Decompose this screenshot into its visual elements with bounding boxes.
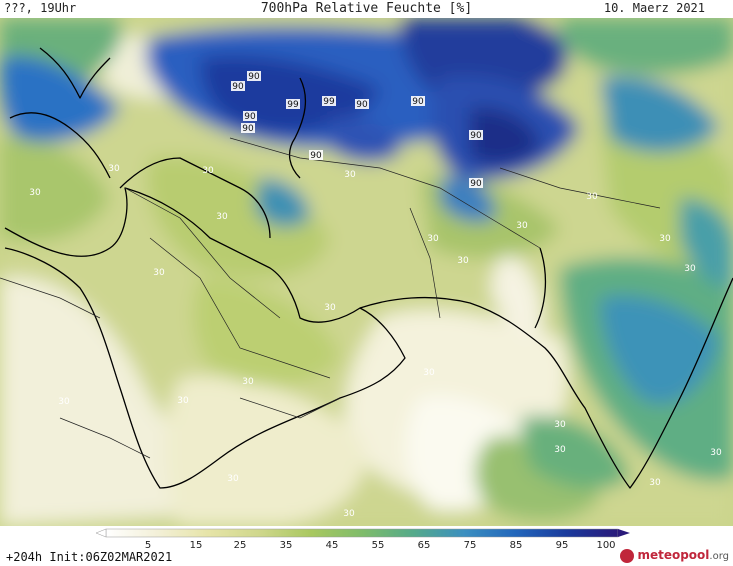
contour-label: 90: [244, 112, 256, 122]
contour-label: 90: [248, 72, 260, 82]
contour-label: 30: [108, 164, 120, 174]
colorbar-tick-label: 5: [144, 540, 152, 551]
contour-label-bg: [286, 99, 300, 109]
contour-label: 30: [242, 377, 254, 387]
country-borders: [0, 137, 661, 459]
contour-label: 30: [216, 212, 228, 222]
contour-label: 90: [242, 124, 254, 134]
meteopool-logo[interactable]: meteopool.org: [620, 548, 729, 563]
contour-label: 30: [344, 170, 356, 180]
colorbar-tick-label: 35: [279, 540, 293, 551]
colorbar-gradient: [95, 528, 630, 538]
logo-text: meteopool: [637, 548, 710, 562]
map-date: 10. Maerz 2021: [603, 1, 705, 15]
valid-time: ???, 19Uhr: [4, 1, 77, 15]
contour-label-bg: [309, 150, 323, 160]
contour-label-bg: [241, 123, 255, 133]
colorbar-tick-label: 75: [463, 540, 477, 551]
contour-label: 99: [323, 97, 335, 107]
contour-label: 30: [227, 474, 239, 484]
contour-label: 30: [659, 234, 671, 244]
contour-label: 30: [324, 303, 336, 313]
map-header: ???, 19Uhr 700hPa Relative Feuchte [%] 1…: [0, 0, 733, 18]
contour-label: 30: [684, 264, 696, 274]
colorbar-tick-label: 25: [233, 540, 247, 551]
contour-label: 90: [470, 179, 482, 189]
contour-label-bg: [411, 96, 425, 106]
contour-label: 30: [427, 234, 439, 244]
contour-label-bg: [243, 111, 257, 121]
colorbar-tick-label: 100: [596, 540, 616, 551]
contour-label: 90: [356, 100, 368, 110]
contour-label: 99: [287, 100, 299, 110]
contour-label: 30: [457, 256, 469, 266]
humidity-field: [0, 18, 733, 526]
contour-label: 90: [232, 82, 244, 92]
contour-label: 30: [710, 448, 722, 458]
contour-label: 30: [586, 192, 598, 202]
humidity-map[interactable]: 90 90 99 99 90 90 90 90 90 90 90 30 30 30 30 30 30 30 30 30…: [0, 18, 733, 526]
contour-label-bg: [469, 130, 483, 140]
logo-icon: [620, 548, 635, 563]
contour-label: 90: [470, 131, 482, 141]
contour-label-bg: [355, 99, 369, 109]
contour-label-bg: [231, 81, 245, 91]
contour-label: 30: [423, 368, 435, 378]
logo-domain: .org: [709, 551, 729, 562]
colorbar-tick-label: 65: [417, 540, 431, 551]
contour-label-bg: [247, 71, 261, 81]
contour-label: 90: [310, 151, 322, 161]
contour-label: 30: [554, 445, 566, 455]
colorbar-tick-label: 55: [371, 540, 385, 551]
contour-label: 30: [202, 166, 214, 176]
contour-label: 30: [58, 397, 70, 407]
contour-label: 30: [554, 420, 566, 430]
colorbar-tick-label: 95: [555, 540, 569, 551]
contour-labels: 90 90 99 99 90 90 90 90 90 90 90 30 30 30 30 30 30 30 30 30…: [29, 71, 722, 519]
contour-label: 30: [29, 188, 41, 198]
contour-label: 30: [649, 478, 661, 488]
contour-label-bg: [469, 178, 483, 188]
colorbar-tick-label: 15: [189, 540, 203, 551]
contour-label-bg: [322, 96, 336, 106]
colorbar: 5 15 25 35 45 55 65 75 85 95 100 +204h Init:06Z02M…: [0, 526, 733, 566]
contour-label: 90: [412, 97, 424, 107]
map-title: 700hPa Relative Feuchte [%]: [260, 1, 473, 16]
contour-label: 30: [153, 268, 165, 278]
run-info: +204h Init:06Z02MAR2021: [6, 550, 173, 564]
colorbar-tick-label: 85: [509, 540, 523, 551]
colorbar-tick-label: 45: [325, 540, 339, 551]
contour-label: 30: [516, 221, 528, 231]
contour-label: 30: [177, 396, 189, 406]
map-canvas: 90 90 99 99 90 90 90 90 90 90 90 30 30 30 30 30 30 30 30 30…: [0, 18, 733, 526]
contour-label: 30: [343, 509, 355, 519]
